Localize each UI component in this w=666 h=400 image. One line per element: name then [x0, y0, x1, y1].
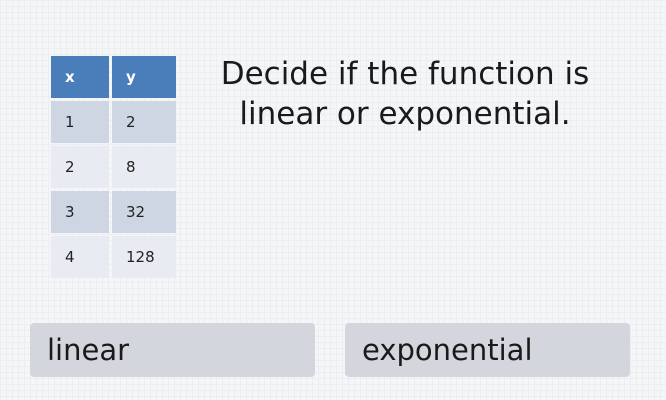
- cell-x: 4: [51, 236, 109, 278]
- table-row: 1 2: [51, 101, 176, 143]
- table-row: 3 32: [51, 191, 176, 233]
- option-exponential-button[interactable]: exponential: [345, 323, 630, 377]
- table-header-row: x y: [51, 56, 176, 98]
- cell-y: 8: [112, 146, 176, 188]
- header-y: y: [112, 56, 176, 98]
- question-text: Decide if the function is linear or expo…: [220, 56, 590, 132]
- option-linear-button[interactable]: linear: [30, 323, 315, 377]
- cell-y: 128: [112, 236, 176, 278]
- cell-x: 1: [51, 101, 109, 143]
- cell-x: 3: [51, 191, 109, 233]
- table-row: 4 128: [51, 236, 176, 278]
- cell-y: 32: [112, 191, 176, 233]
- header-x: x: [51, 56, 109, 98]
- cell-x: 2: [51, 146, 109, 188]
- table-row: 2 8: [51, 146, 176, 188]
- cell-y: 2: [112, 101, 176, 143]
- data-table: x y 1 2 2 8 3 32 4 128: [48, 53, 179, 281]
